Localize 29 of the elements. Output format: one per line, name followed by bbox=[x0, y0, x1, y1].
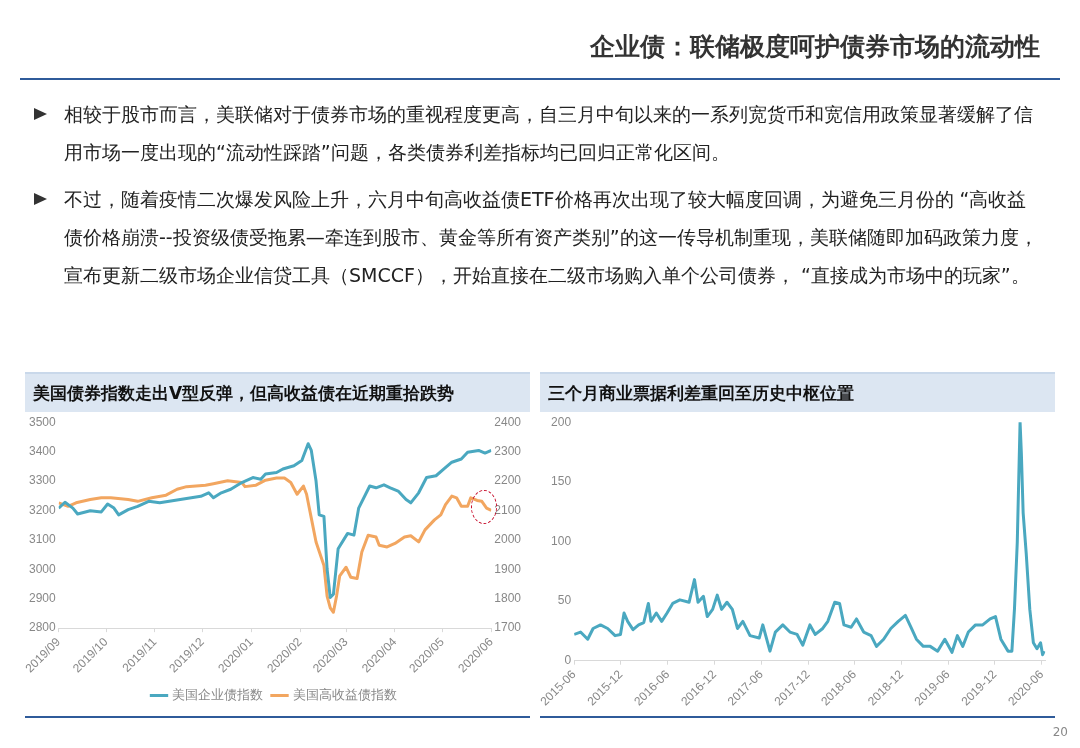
chart-title: 三个月商业票据利差重回至历史中枢位置 bbox=[540, 372, 1055, 412]
y-tick-label: 150 bbox=[551, 474, 572, 489]
y-tick-label: 3500 bbox=[28, 414, 56, 429]
y2-tick-label: 2300 bbox=[494, 443, 522, 458]
y-tick-label: 200 bbox=[551, 414, 572, 429]
text: 企业债：联储极度呵护债券市场的流动性 bbox=[590, 31, 1040, 63]
y2-tick-label: 2100 bbox=[494, 502, 522, 517]
y-tick-label: 3400 bbox=[28, 443, 56, 458]
y-tick-label: 3000 bbox=[28, 561, 56, 576]
chart-title: 美国债券指数走出V型反弹，但高收益债在近期重拾跌势 bbox=[25, 372, 530, 412]
y2-tick-label: 1700 bbox=[494, 620, 522, 635]
y-tick-label: 0 bbox=[564, 652, 572, 667]
y-tick-label: 100 bbox=[551, 533, 572, 548]
y-tick-label: 2800 bbox=[28, 620, 56, 635]
y-tick-label: 3200 bbox=[28, 502, 56, 517]
legend-label: 美国高收益债指数 bbox=[292, 687, 397, 703]
y2-tick-label: 2400 bbox=[494, 414, 522, 429]
text: 相较于股市而言，美联储对于债券市场的重视程度更高，自三月中旬以来的一系列宽货币和宽信用政策显著缓解了信用市场一度出现的“流动性踩踏”问题，各类债券利差指标均已回归正常化区间。 bbox=[63, 102, 1034, 165]
y-tick-label: 3100 bbox=[28, 532, 56, 547]
y-tick-label: 3300 bbox=[28, 473, 56, 488]
y2-tick-label: 1900 bbox=[494, 561, 522, 576]
y-tick-label: 50 bbox=[557, 593, 572, 608]
text: 不过，随着疫情二次爆发风险上升，六月中旬高收益债ETF价格再次出现了较大幅度回调，为避免三月份的 “高收益债价格崩溃--投资级债受拖累—牵连到股市、黄金等所有资产类别”的这一传导机制重现，美联储随即加码政策力度，宣布更新二级市场企业信贷工具（SMCCF），开始直接在二级市场购入单个公司债券， “直接成为市场中的玩家”。 bbox=[63, 187, 1039, 288]
y2-tick-label: 2200 bbox=[494, 473, 522, 488]
y2-tick-label: 2000 bbox=[494, 532, 522, 547]
legend-label: 美国企业债指数 bbox=[172, 687, 263, 703]
text: 20 bbox=[1052, 725, 1068, 739]
y-tick-label: 2900 bbox=[28, 591, 56, 606]
y2-tick-label: 1800 bbox=[494, 591, 522, 606]
